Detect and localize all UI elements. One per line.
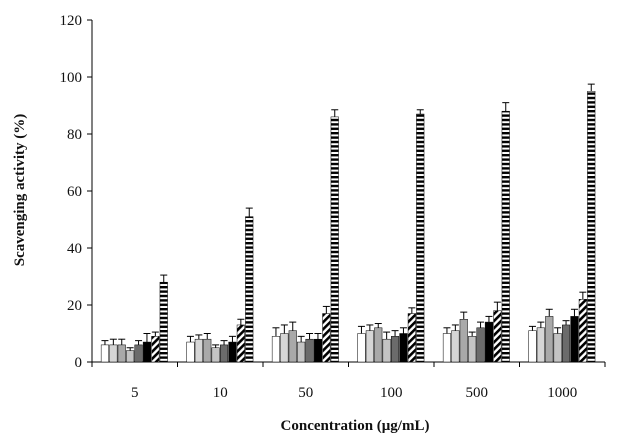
bar xyxy=(203,338,212,363)
bar xyxy=(459,319,468,363)
bar xyxy=(416,113,425,363)
bar xyxy=(228,341,237,363)
bar xyxy=(365,330,374,363)
y-tick-label: 120 xyxy=(60,13,83,29)
bar xyxy=(271,336,280,363)
x-tick-label: 1000 xyxy=(547,385,577,401)
x-axis: 5 10 50 100 500 1000 xyxy=(91,361,606,401)
bar xyxy=(305,338,314,363)
bar xyxy=(194,338,203,363)
bar xyxy=(374,327,383,363)
bar xyxy=(236,324,245,363)
bar xyxy=(451,330,460,363)
bar xyxy=(536,327,545,363)
bar xyxy=(468,336,477,363)
y-axis: 0 20 40 60 80 100 120 xyxy=(60,13,93,371)
y-tick-label: 0 xyxy=(75,355,83,371)
bar xyxy=(220,344,229,363)
bar xyxy=(382,338,391,363)
bar xyxy=(288,330,297,363)
y-tick-label: 20 xyxy=(67,298,82,314)
bar xyxy=(357,333,366,363)
x-tick-label: 10 xyxy=(213,385,228,401)
bar xyxy=(578,299,587,363)
bar xyxy=(484,321,493,363)
bar xyxy=(297,341,306,363)
bar xyxy=(545,316,554,363)
bar xyxy=(587,91,596,363)
bar-series-group xyxy=(100,83,596,363)
bar xyxy=(528,330,537,363)
bar xyxy=(330,116,339,363)
bar xyxy=(322,313,331,363)
x-tick-label: 5 xyxy=(131,385,139,401)
bar xyxy=(245,216,254,363)
bar xyxy=(126,350,135,363)
bar xyxy=(562,324,571,363)
bar xyxy=(407,313,416,363)
bar xyxy=(159,281,168,363)
bar xyxy=(109,344,118,363)
x-tick-label: 50 xyxy=(298,385,313,401)
bar xyxy=(501,110,510,363)
x-axis-title: Concentration (μg/mL) xyxy=(281,418,430,434)
bar xyxy=(117,344,126,363)
bar xyxy=(186,341,195,363)
bar xyxy=(142,341,151,363)
bar xyxy=(100,344,110,363)
bar xyxy=(399,333,408,363)
y-tick-label: 60 xyxy=(67,184,82,200)
x-tick-label: 100 xyxy=(380,385,403,401)
bar xyxy=(134,344,143,363)
bar xyxy=(476,327,485,363)
y-axis-title: Scavenging activity (%) xyxy=(12,114,28,266)
bar xyxy=(391,336,400,363)
bar xyxy=(151,336,160,363)
bar xyxy=(442,333,451,363)
x-tick-label: 500 xyxy=(466,385,489,401)
bar xyxy=(493,310,502,363)
bar xyxy=(553,333,562,363)
y-tick-label: 100 xyxy=(60,70,83,86)
bar xyxy=(280,333,289,363)
y-tick-label: 80 xyxy=(67,127,82,143)
y-tick-label: 40 xyxy=(67,241,82,257)
bar xyxy=(313,338,322,363)
bar xyxy=(211,347,220,363)
bar xyxy=(570,316,579,363)
